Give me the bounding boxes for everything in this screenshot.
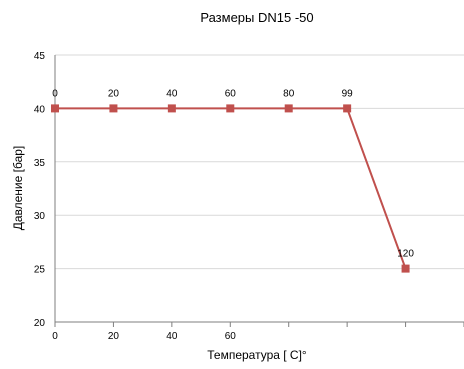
data-point-0: [51, 104, 59, 113]
data-label-99: 99: [342, 88, 354, 99]
y-tick-label-35: 35: [34, 158, 46, 169]
data-labels: 0 20 40 60 80 99 120: [52, 88, 414, 259]
series-pressure: [51, 104, 410, 273]
data-label-80: 80: [283, 88, 295, 99]
y-tick-label-20: 20: [34, 318, 46, 329]
data-point-20: [109, 104, 118, 113]
series-line: [55, 107, 407, 269]
data-label-120: 120: [397, 249, 414, 260]
x-tick-label-0: 0: [52, 331, 58, 342]
y-tick-label-30: 30: [34, 211, 46, 222]
data-point-40: [167, 104, 176, 113]
x-tick-label-60: 60: [225, 331, 237, 342]
data-label-60: 60: [225, 88, 237, 99]
y-tick-labels: 20 25 30 35 40 45: [34, 51, 46, 329]
x-axis-title: Температура [ C]°: [207, 348, 307, 362]
data-point-99: [343, 104, 352, 113]
data-label-0: 0: [52, 88, 58, 99]
axes: [54, 55, 464, 327]
x-tick-label-40: 40: [166, 331, 178, 342]
chart-title: Размеры DN15 -50: [200, 10, 313, 25]
y-tick-label-40: 40: [34, 104, 46, 115]
x-tick-labels: 0 20 40 60: [52, 331, 236, 342]
y-tick-label-25: 25: [34, 265, 46, 276]
y-axis-title: Давление [бар]: [11, 146, 25, 231]
data-point-80: [284, 104, 293, 113]
data-point-60: [226, 104, 235, 113]
y-tick-label-45: 45: [34, 51, 46, 62]
data-label-20: 20: [108, 88, 120, 99]
data-point-120: [401, 264, 410, 273]
data-label-40: 40: [166, 88, 178, 99]
x-tick-label-20: 20: [108, 331, 120, 342]
gridlines: [55, 54, 464, 270]
